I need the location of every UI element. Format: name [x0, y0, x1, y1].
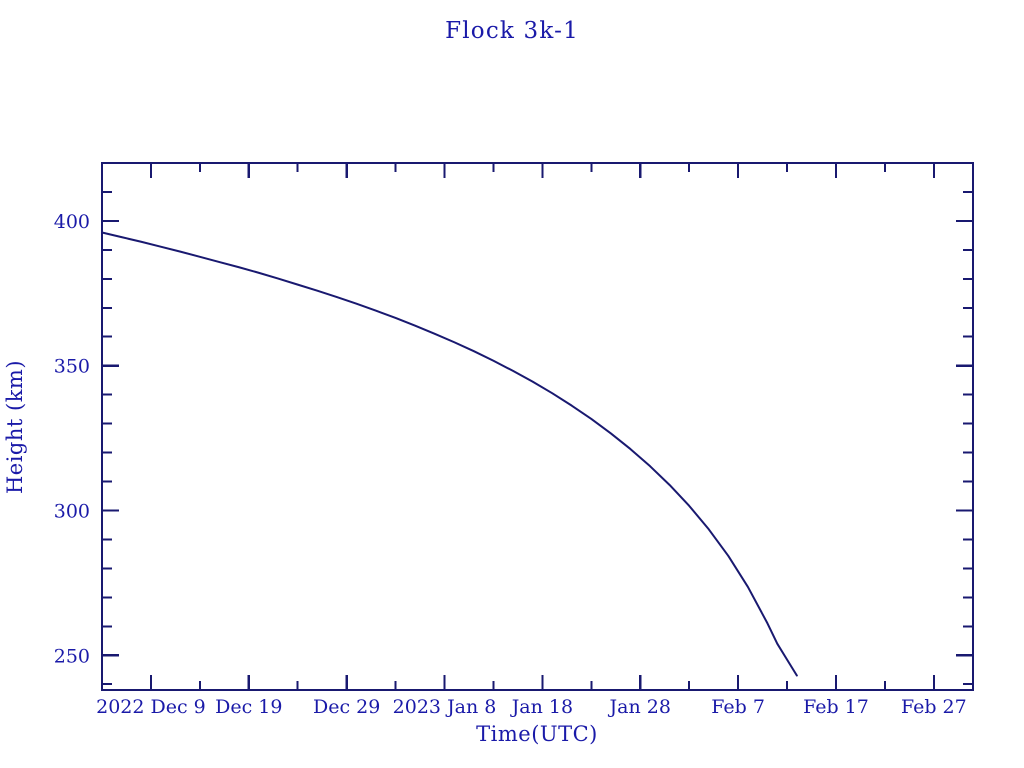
x-axis-minor-ticks — [198, 163, 886, 690]
x-tick-label: 2023 Jan 8 — [393, 696, 497, 718]
plot-frame — [100, 161, 975, 692]
y-tick-label: 250 — [54, 645, 90, 667]
x-axis-tick-labels: 2022 Dec 9 Dec 19 Dec 29 2023 Jan 8 Jan 18 Ja… — [96, 696, 967, 718]
y-tick-label: 300 — [54, 500, 90, 522]
altitude-decay-curve — [101, 231, 798, 677]
x-tick-label: Jan 28 — [608, 696, 671, 718]
y-axis-minor-ticks — [102, 162, 973, 686]
y-axis-tick-labels: 250 300 350 400 — [54, 211, 90, 667]
x-tick-label: Dec 29 — [313, 696, 380, 718]
x-tick-label: 2022 Dec 9 — [96, 696, 206, 718]
x-axis-major-ticks — [149, 163, 935, 690]
x-tick-label: Feb 27 — [901, 696, 967, 718]
chart-title: Flock 3k-1 — [445, 18, 579, 44]
x-axis-title: Time(UTC) — [476, 722, 598, 746]
x-tick-label: Dec 19 — [215, 696, 282, 718]
y-axis-title: Height (km) — [3, 360, 27, 494]
y-axis-major-ticks — [102, 219, 973, 657]
x-tick-label: Feb 17 — [803, 696, 869, 718]
x-tick-label: Jan 18 — [510, 696, 573, 718]
y-tick-label: 350 — [54, 356, 90, 378]
x-tick-label: Feb 7 — [711, 696, 765, 718]
y-tick-label: 400 — [54, 211, 90, 233]
